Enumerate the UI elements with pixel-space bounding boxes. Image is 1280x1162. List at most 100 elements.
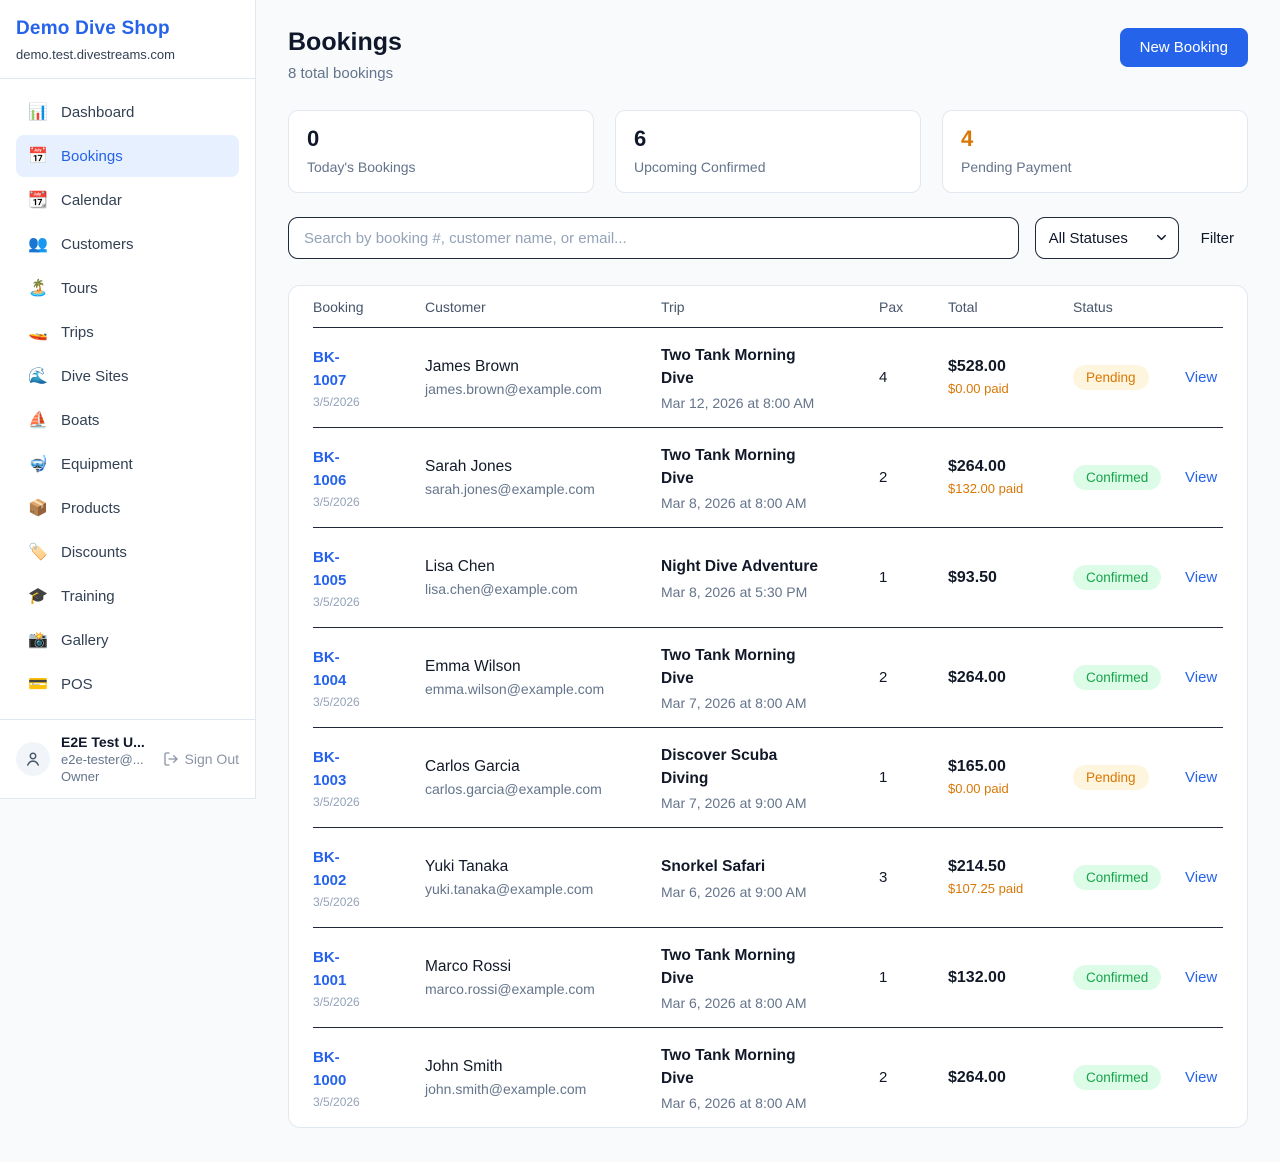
customer-email: marco.rossi@example.com	[425, 981, 595, 997]
sidebar-header: Demo Dive Shop demo.test.divestreams.com	[0, 0, 255, 79]
sidebar-item-training[interactable]: 🎓 Training	[16, 575, 239, 617]
booking-id-link[interactable]: BK-1005	[313, 548, 347, 589]
total-amount: $264.00	[948, 668, 1006, 686]
sidebar-item-label: POS	[61, 675, 93, 693]
column-header-customer: Customer	[425, 299, 486, 315]
total-amount: $214.50	[948, 857, 1006, 875]
table-row-bk-1004: BK-1004 3/5/2026 Emma Wilson emma.wilson…	[313, 627, 1223, 727]
view-link[interactable]: View	[1185, 868, 1218, 886]
trip-name: Night Dive Adventure	[661, 558, 819, 576]
sidebar-item-dashboard[interactable]: 📊 Dashboard	[16, 91, 239, 133]
stat-value: 4	[961, 126, 974, 151]
nav-icon: ⛵	[28, 412, 48, 429]
customer-cell: Emma Wilson emma.wilson@example.com	[425, 658, 661, 697]
sidebar-item-pos[interactable]: 💳 POS	[16, 663, 239, 705]
table-row-bk-1000: BK-1000 3/5/2026 John Smith john.smith@e…	[313, 1027, 1223, 1127]
nav-icon: 🤿	[28, 456, 48, 473]
sidebar-item-discounts[interactable]: 🏷️ Discounts	[16, 531, 239, 573]
search-input[interactable]	[288, 217, 1019, 259]
status-badge: Pending	[1073, 365, 1149, 390]
sign-out-button[interactable]: Sign Out	[163, 751, 239, 767]
view-link[interactable]: View	[1185, 768, 1218, 786]
status-badge: Confirmed	[1073, 865, 1162, 890]
customer-name: Sarah Jones	[425, 458, 513, 475]
pax-count: 1	[879, 969, 888, 986]
booking-id-link[interactable]: BK-1000	[313, 1048, 347, 1089]
column-header-pax: Pax	[879, 299, 904, 315]
trip-cell: Snorkel Safari Mar 6, 2026 at 9:00 AM	[661, 855, 879, 899]
sidebar-nav: 📊 Dashboard 📅 Bookings 📆 Calendar 👥 Cust…	[0, 79, 255, 719]
status-badge: Pending	[1073, 765, 1149, 790]
total-cell: $528.00 $0.00 paid	[948, 358, 1073, 398]
sidebar-item-label: Trips	[61, 323, 94, 341]
booking-id-link[interactable]: BK-1004	[313, 648, 347, 689]
customer-email: james.brown@example.com	[425, 381, 602, 397]
sidebar-item-label: Gallery	[61, 631, 109, 649]
sidebar-item-label: Calendar	[61, 191, 122, 209]
total-cell: $214.50 $107.25 paid	[948, 858, 1073, 898]
trip-datetime: Mar 6, 2026 at 8:00 AM	[661, 995, 807, 1012]
pax-count: 3	[879, 869, 888, 886]
stat-value: 0	[307, 126, 320, 151]
sidebar-item-bookings[interactable]: 📅 Bookings	[16, 135, 239, 177]
sidebar-item-gallery[interactable]: 📸 Gallery	[16, 619, 239, 661]
customer-name: John Smith	[425, 1058, 503, 1075]
paid-amount: $132.00 paid	[948, 480, 1024, 496]
sidebar-item-label: Dashboard	[61, 103, 135, 121]
nav-icon: 🏷️	[28, 544, 48, 561]
trip-datetime: Mar 12, 2026 at 8:00 AM	[661, 395, 815, 412]
booking-date: 3/5/2026	[313, 1095, 360, 1110]
sidebar-item-calendar[interactable]: 📆 Calendar	[16, 179, 239, 221]
status-badge: Confirmed	[1073, 665, 1162, 690]
action-cell: View	[1185, 569, 1223, 587]
sidebar-item-dive-sites[interactable]: 🌊 Dive Sites	[16, 355, 239, 397]
total-amount: $165.00	[948, 757, 1006, 775]
customer-cell: Sarah Jones sarah.jones@example.com	[425, 458, 661, 497]
table-row-bk-1007: BK-1007 3/5/2026 James Brown james.brown…	[313, 327, 1223, 427]
status-cell: Pending	[1073, 765, 1185, 790]
sidebar-item-customers[interactable]: 👥 Customers	[16, 223, 239, 265]
filter-button[interactable]: Filter	[1200, 229, 1234, 247]
booking-id-link[interactable]: BK-1002	[313, 848, 347, 889]
view-link[interactable]: View	[1185, 668, 1218, 686]
booking-id-link[interactable]: BK-1001	[313, 948, 347, 989]
booking-cell: BK-1005 3/5/2026	[313, 546, 425, 610]
table-row-bk-1006: BK-1006 3/5/2026 Sarah Jones sarah.jones…	[313, 427, 1223, 527]
action-cell: View	[1185, 869, 1223, 887]
booking-id-link[interactable]: BK-1003	[313, 748, 347, 789]
booking-cell: BK-1001 3/5/2026	[313, 946, 425, 1010]
nav-icon: 📦	[28, 500, 48, 517]
paid-amount: $0.00 paid	[948, 380, 1009, 396]
trip-name: Two Tank Morning Dive	[661, 1046, 796, 1087]
view-link[interactable]: View	[1185, 968, 1218, 986]
view-link[interactable]: View	[1185, 1068, 1218, 1086]
stats-row: 0 Today's Bookings 6 Upcoming Confirmed …	[288, 110, 1248, 193]
view-link[interactable]: View	[1185, 368, 1218, 386]
sidebar-item-trips[interactable]: 🚤 Trips	[16, 311, 239, 353]
column-header-booking: Booking	[313, 299, 364, 315]
status-badge: Confirmed	[1073, 565, 1162, 590]
sidebar-item-tours[interactable]: 🏝️ Tours	[16, 267, 239, 309]
table-header-row: Booking Customer Trip Pax Total Status	[313, 286, 1223, 327]
total-cell: $264.00	[948, 1069, 1073, 1087]
nav-icon: 📆	[28, 192, 48, 209]
sidebar-item-products[interactable]: 📦 Products	[16, 487, 239, 529]
booking-id-link[interactable]: BK-1007	[313, 348, 347, 389]
nav-icon: 📸	[28, 632, 48, 649]
trip-cell: Two Tank Morning Dive Mar 7, 2026 at 8:0…	[661, 644, 879, 712]
pax-count: 1	[879, 569, 888, 586]
pax-count: 2	[879, 1069, 888, 1086]
action-cell: View	[1185, 969, 1223, 987]
sidebar-item-boats[interactable]: ⛵ Boats	[16, 399, 239, 441]
booking-cell: BK-1004 3/5/2026	[313, 646, 425, 710]
nav-icon: 🚤	[28, 324, 48, 341]
view-link[interactable]: View	[1185, 468, 1218, 486]
sidebar-item-equipment[interactable]: 🤿 Equipment	[16, 443, 239, 485]
status-select[interactable]: All Statuses	[1034, 217, 1179, 259]
total-cell: $264.00 $132.00 paid	[948, 458, 1073, 498]
new-booking-button[interactable]: New Booking	[1119, 28, 1248, 67]
booking-id-link[interactable]: BK-1006	[313, 448, 347, 489]
view-link[interactable]: View	[1185, 568, 1218, 586]
nav-icon: 🎓	[28, 588, 48, 605]
